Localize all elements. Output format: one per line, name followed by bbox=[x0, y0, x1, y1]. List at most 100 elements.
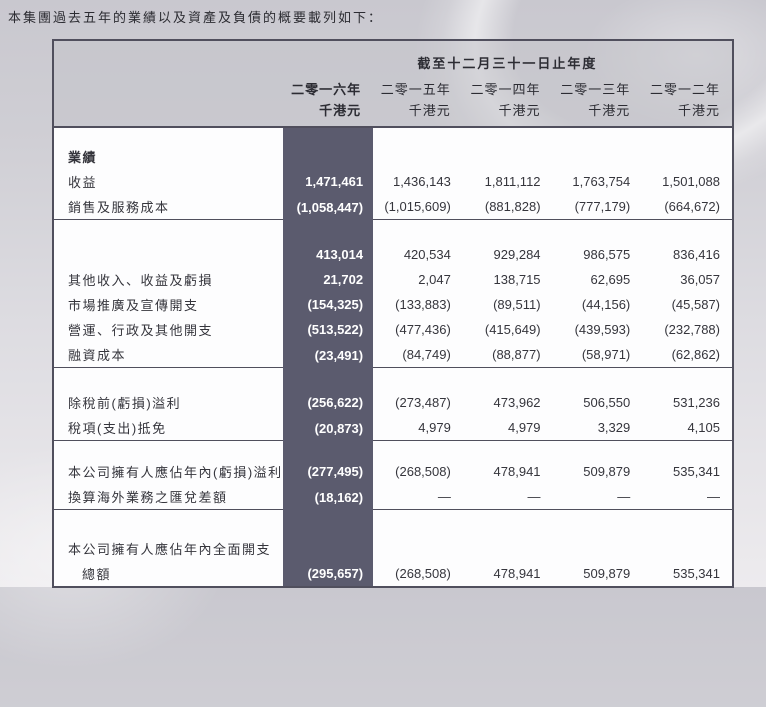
value-cell bbox=[373, 128, 463, 144]
row-label: 本公司擁有人應佔年內(虧損)溢利 bbox=[54, 459, 283, 484]
row-label: 融資成本 bbox=[54, 342, 283, 368]
row-label: 換算海外業務之匯兌差額 bbox=[54, 484, 283, 510]
value-cell: 4,979 bbox=[462, 415, 553, 441]
value-cell bbox=[642, 144, 732, 169]
spacer-row bbox=[54, 510, 732, 536]
value-cell: 535,341 bbox=[642, 561, 732, 586]
value-cell: (664,672) bbox=[642, 194, 732, 220]
value-cell bbox=[642, 368, 732, 390]
year-column-2012: 二零一二年 bbox=[642, 76, 732, 100]
value-cell: (1,015,609) bbox=[373, 194, 463, 220]
value-cell: 836,416 bbox=[642, 242, 732, 267]
value-cell bbox=[642, 441, 732, 459]
value-cell: 473,962 bbox=[462, 390, 553, 415]
row-label bbox=[54, 220, 283, 242]
spacer-row bbox=[54, 128, 732, 144]
value-cell-2016-highlight: 1,471,461 bbox=[282, 169, 374, 194]
spacer-row bbox=[54, 220, 732, 242]
spacer-row bbox=[54, 368, 732, 390]
value-cell: (268,508) bbox=[373, 459, 463, 484]
value-cell: (268,508) bbox=[373, 561, 463, 586]
value-cell bbox=[462, 220, 553, 242]
value-cell: (273,487) bbox=[373, 390, 463, 415]
value-cell bbox=[552, 441, 643, 459]
value-cell bbox=[552, 510, 643, 536]
value-cell: 4,105 bbox=[642, 415, 732, 441]
value-cell-2016-highlight: (277,495) bbox=[282, 459, 374, 484]
value-cell: 509,879 bbox=[552, 459, 643, 484]
value-cell bbox=[462, 441, 553, 459]
value-cell: 509,879 bbox=[552, 561, 643, 586]
spacer-row bbox=[54, 441, 732, 459]
table-row: 銷售及服務成本 (1,058,447) (1,015,609) (881,828) (7… bbox=[54, 194, 732, 220]
year-column-2013: 二零一三年 bbox=[552, 76, 643, 100]
table-body: 業績 收益 1,471,461 1,436,143 1,811,112 1,763,754… bbox=[54, 128, 732, 586]
value-cell: 2,047 bbox=[373, 267, 463, 292]
unit-label: 千港元 bbox=[282, 100, 374, 128]
table-row: 營運、行政及其他開支 (513,522) (477,436) (415,649) (43… bbox=[54, 317, 732, 342]
value-cell: 1,501,088 bbox=[642, 169, 732, 194]
value-cell bbox=[373, 441, 463, 459]
table-row: 收益 1,471,461 1,436,143 1,811,112 1,763,754 1,… bbox=[54, 169, 732, 194]
year-column-2015: 二零一五年 bbox=[373, 76, 463, 100]
value-cell: (881,828) bbox=[462, 194, 553, 220]
value-cell: 506,550 bbox=[552, 390, 643, 415]
row-label bbox=[54, 242, 283, 267]
value-cell bbox=[462, 510, 553, 536]
value-cell: 531,236 bbox=[642, 390, 732, 415]
table-row: 總額 (295,657) (268,508) 478,941 509,879 535,34… bbox=[54, 561, 732, 586]
value-cell bbox=[552, 220, 643, 242]
value-cell-2016-highlight: (295,657) bbox=[282, 561, 374, 586]
value-cell: (439,593) bbox=[552, 317, 643, 342]
value-cell bbox=[642, 128, 732, 144]
year-column-2014: 二零一四年 bbox=[462, 76, 553, 100]
value-cell-2016-highlight bbox=[282, 510, 374, 536]
row-label: 市場推廣及宣傳開支 bbox=[54, 292, 283, 317]
unit-label: 千港元 bbox=[462, 100, 553, 128]
value-cell: 1,811,112 bbox=[462, 169, 553, 194]
table-row: 業績 bbox=[54, 144, 732, 169]
value-cell-2016-highlight: 413,014 bbox=[282, 242, 374, 267]
header-empty-cell bbox=[54, 76, 283, 100]
value-cell: (477,436) bbox=[373, 317, 463, 342]
value-cell: (45,587) bbox=[642, 292, 732, 317]
row-label: 總額 bbox=[54, 561, 283, 586]
value-cell bbox=[462, 144, 553, 169]
value-cell bbox=[642, 510, 732, 536]
value-cell: (84,749) bbox=[373, 342, 463, 368]
value-cell: (777,179) bbox=[552, 194, 643, 220]
table-row: 其他收入、收益及虧損 21,702 2,047 138,715 62,695 36,057 bbox=[54, 267, 732, 292]
value-cell bbox=[552, 536, 643, 561]
header-empty-cell bbox=[54, 100, 283, 128]
value-cell bbox=[373, 510, 463, 536]
value-cell bbox=[373, 368, 463, 390]
value-cell bbox=[552, 128, 643, 144]
value-cell-2016-highlight: (256,622) bbox=[282, 390, 374, 415]
row-label: 營運、行政及其他開支 bbox=[54, 317, 283, 342]
value-cell-2016-highlight bbox=[282, 220, 374, 242]
value-cell: 535,341 bbox=[642, 459, 732, 484]
row-label: 銷售及服務成本 bbox=[54, 194, 283, 220]
table-row: 除稅前(虧損)溢利 (256,622) (273,487) 473,962 506,55… bbox=[54, 390, 732, 415]
row-label bbox=[54, 128, 283, 144]
value-cell-2016-highlight: (154,325) bbox=[282, 292, 374, 317]
value-cell bbox=[373, 536, 463, 561]
table-row: 本公司擁有人應佔年內全面開支 bbox=[54, 536, 732, 561]
unit-label: 千港元 bbox=[552, 100, 643, 128]
table-row: 413,014 420,534 929,284 986,575 836,416 bbox=[54, 242, 732, 267]
value-cell: 1,436,143 bbox=[373, 169, 463, 194]
value-cell bbox=[552, 368, 643, 390]
table-row: 市場推廣及宣傳開支 (154,325) (133,883) (89,511) (44,1… bbox=[54, 292, 732, 317]
value-cell bbox=[373, 220, 463, 242]
value-cell-2016-highlight bbox=[282, 441, 374, 459]
year-column-2016: 二零一六年 bbox=[282, 76, 374, 100]
value-cell-2016-highlight: (18,162) bbox=[282, 484, 374, 510]
value-cell-2016-highlight bbox=[282, 536, 374, 561]
value-cell: (62,862) bbox=[642, 342, 732, 368]
value-cell: 36,057 bbox=[642, 267, 732, 292]
value-cell-2016-highlight: (23,491) bbox=[282, 342, 374, 368]
value-cell: 478,941 bbox=[462, 459, 553, 484]
table-row: 本公司擁有人應佔年內(虧損)溢利 (277,495) (268,508) 478,94… bbox=[54, 459, 732, 484]
row-label: 業績 bbox=[54, 144, 283, 169]
value-cell-2016-highlight: (1,058,447) bbox=[282, 194, 374, 220]
